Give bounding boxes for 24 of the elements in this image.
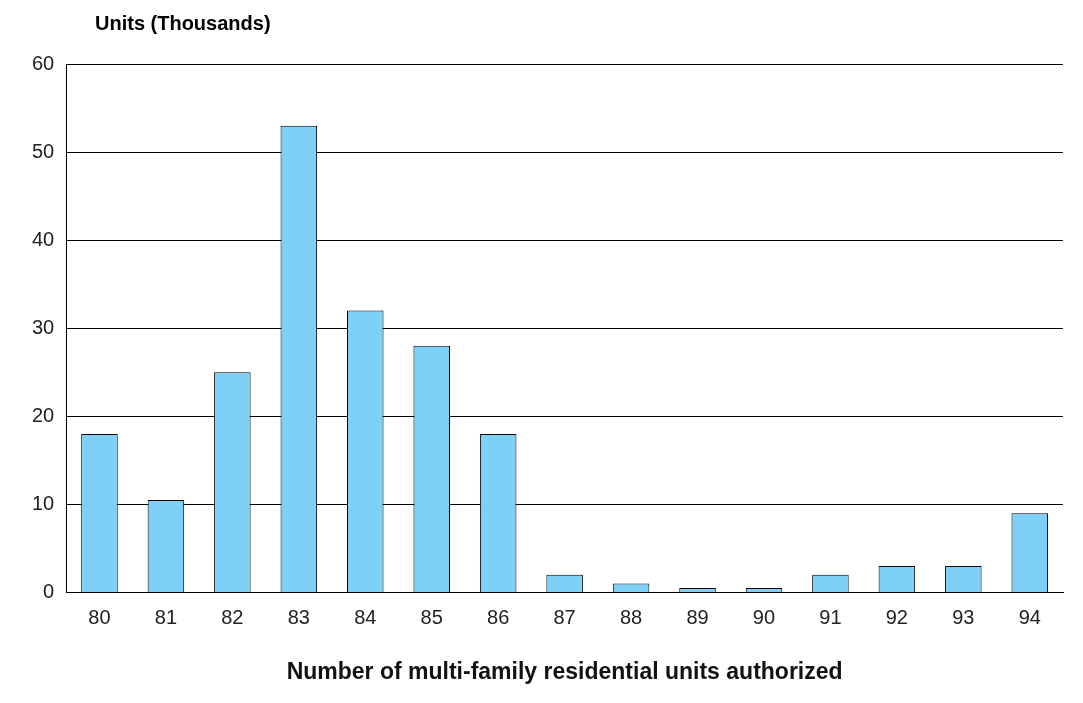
y-tick-label: 30 [32,315,55,338]
x-tick-label: 82 [221,605,244,628]
x-tick-label: 87 [553,605,576,628]
x-tick-label: 90 [752,605,776,628]
y-tick-label: 50 [32,139,55,162]
y-tick-label: 10 [32,491,55,514]
x-tick-label: 86 [487,605,510,628]
x-tick-label: 85 [420,605,443,628]
x-tick-label: 88 [619,605,643,628]
x-tick-label: 83 [287,605,310,628]
y-tick-label: 60 [32,51,55,74]
x-tick-label: 92 [885,605,908,628]
y-tick-label: 20 [32,403,55,426]
y-axis-title: Units (Thousands) [95,12,271,35]
x-axis-title: Number of multi-family residential units authorized [286,657,843,684]
x-tick-label: 93 [952,605,975,628]
y-tick-label: 40 [32,227,55,250]
x-tick-label: 84 [354,605,377,628]
x-tick-label: 89 [686,605,709,628]
x-tick-label: 91 [819,605,842,628]
x-tick-label: 80 [88,605,111,628]
x-tick-label: 94 [1018,605,1041,628]
y-tick-label: 0 [43,579,55,602]
x-tick-label: 81 [154,605,178,628]
